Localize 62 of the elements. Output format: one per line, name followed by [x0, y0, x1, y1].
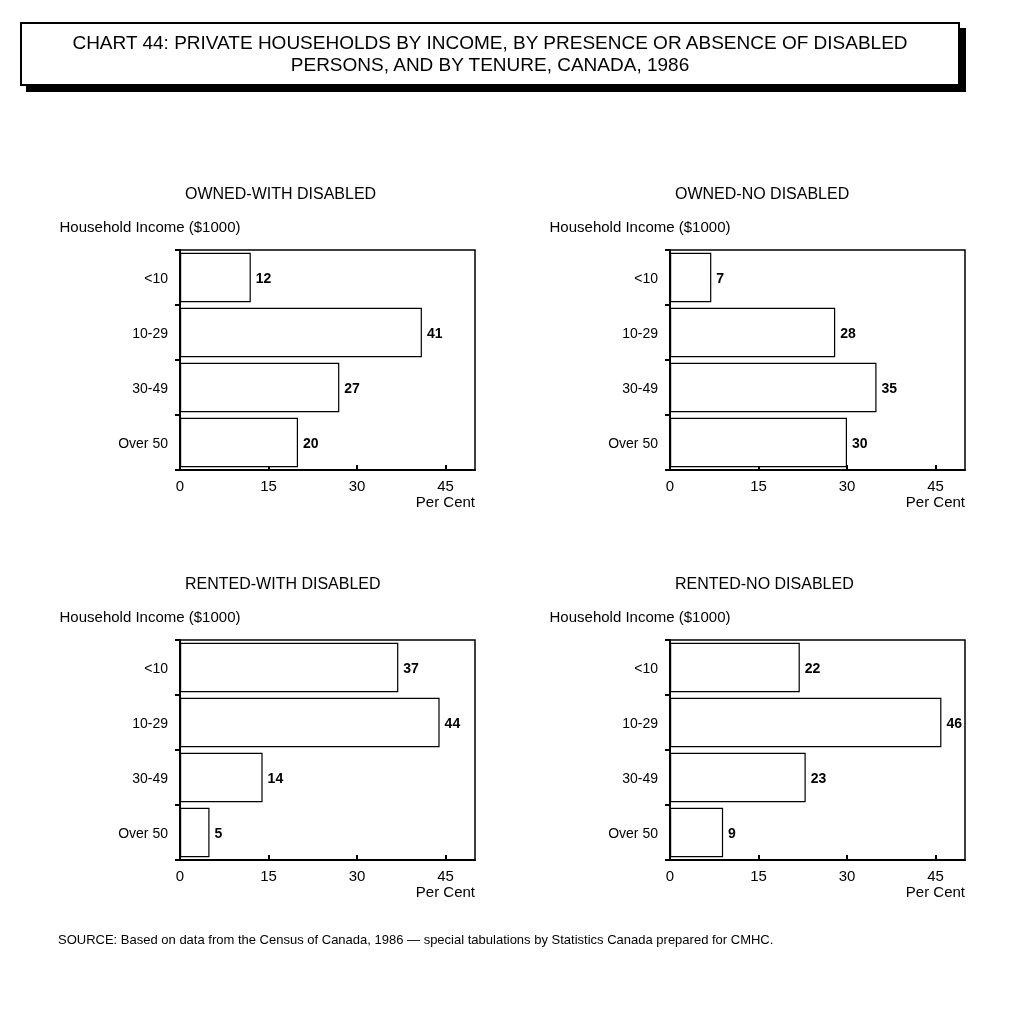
x-tick-label: 15 [260, 477, 277, 494]
x-axis-title: Per Cent [905, 883, 966, 900]
y-tick-label: 10-29 [132, 714, 169, 731]
x-tick-label: 45 [437, 867, 454, 884]
y-tick-label: 30-49 [622, 769, 659, 786]
data-label: 28 [840, 324, 856, 341]
x-tick-label: 45 [437, 477, 454, 494]
y-tick-label: <10 [144, 659, 169, 676]
x-tick-label: 30 [838, 477, 856, 494]
x-tick-label: 15 [750, 867, 767, 884]
y-tick-label: <10 [144, 269, 169, 286]
chart-title: OWNED-WITH DISABLED [185, 184, 377, 202]
source-note: SOURCE: Based on data from the Census of Canada, 1986 — special tabulations by Statistics Canada prepared for CMHC. [58, 932, 775, 947]
chart-title: RENTED-NO DISABLED [675, 574, 854, 592]
data-label: 5 [214, 824, 223, 841]
x-tick-label: 15 [260, 867, 277, 884]
y-tick-label: <10 [634, 659, 659, 676]
chart-title: RENTED-WITH DISABLED [185, 574, 381, 592]
x-axis-title: Per Cent [415, 493, 476, 510]
data-label: 14 [267, 769, 284, 786]
x-tick-label: 15 [750, 477, 767, 494]
x-tick-label: 45 [927, 867, 944, 884]
y-axis-title: Household Income ($1000) [59, 607, 241, 625]
y-tick-label: 30-49 [132, 379, 169, 396]
x-tick-label: 0 [665, 477, 675, 494]
y-tick-label: <10 [634, 269, 659, 286]
data-label: 7 [716, 269, 725, 286]
x-tick-label: 30 [348, 867, 366, 884]
data-label: 23 [810, 769, 827, 786]
data-label: 12 [255, 269, 272, 286]
data-label: 30 [852, 434, 868, 451]
y-axis-title: Household Income ($1000) [59, 217, 241, 235]
data-label: 44 [444, 714, 461, 731]
y-axis-title: Household Income ($1000) [549, 607, 731, 625]
data-label: 37 [403, 659, 420, 676]
data-label: 41 [426, 324, 443, 341]
x-tick-label: 45 [927, 477, 944, 494]
x-tick-label: 0 [175, 867, 185, 884]
x-axis-title: Per Cent [415, 883, 476, 900]
y-tick-label: Over 50 [608, 824, 659, 841]
y-tick-label: 30-49 [622, 379, 659, 396]
x-tick-label: 0 [175, 477, 185, 494]
x-tick-label: 30 [838, 867, 856, 884]
y-tick-label: 30-49 [132, 769, 169, 786]
y-tick-label: 10-29 [132, 324, 169, 341]
data-label: 46 [946, 714, 963, 731]
x-axis-title: Per Cent [905, 493, 966, 510]
y-tick-label: Over 50 [608, 434, 659, 451]
x-tick-label: 0 [665, 867, 675, 884]
data-label: 9 [728, 824, 737, 841]
y-tick-label: Over 50 [118, 824, 169, 841]
data-label: 20 [303, 434, 319, 451]
data-label: 27 [344, 379, 361, 396]
y-tick-label: 10-29 [622, 714, 659, 731]
y-tick-label: Over 50 [118, 434, 169, 451]
text: CHART 44: PRIVATE HOUSEHOLDS BY INCOME, BY PRESENCE OR ABSENCE OF DISABLED PERSONS, AND BY TENURE, CANADA, 1986 [20, 22, 960, 86]
y-tick-label: 10-29 [622, 324, 659, 341]
chart-title: OWNED-NO DISABLED [675, 184, 850, 202]
data-label: 22 [804, 659, 821, 676]
x-tick-label: 30 [348, 477, 366, 494]
data-label: 35 [881, 379, 898, 396]
y-axis-title: Household Income ($1000) [549, 217, 731, 235]
